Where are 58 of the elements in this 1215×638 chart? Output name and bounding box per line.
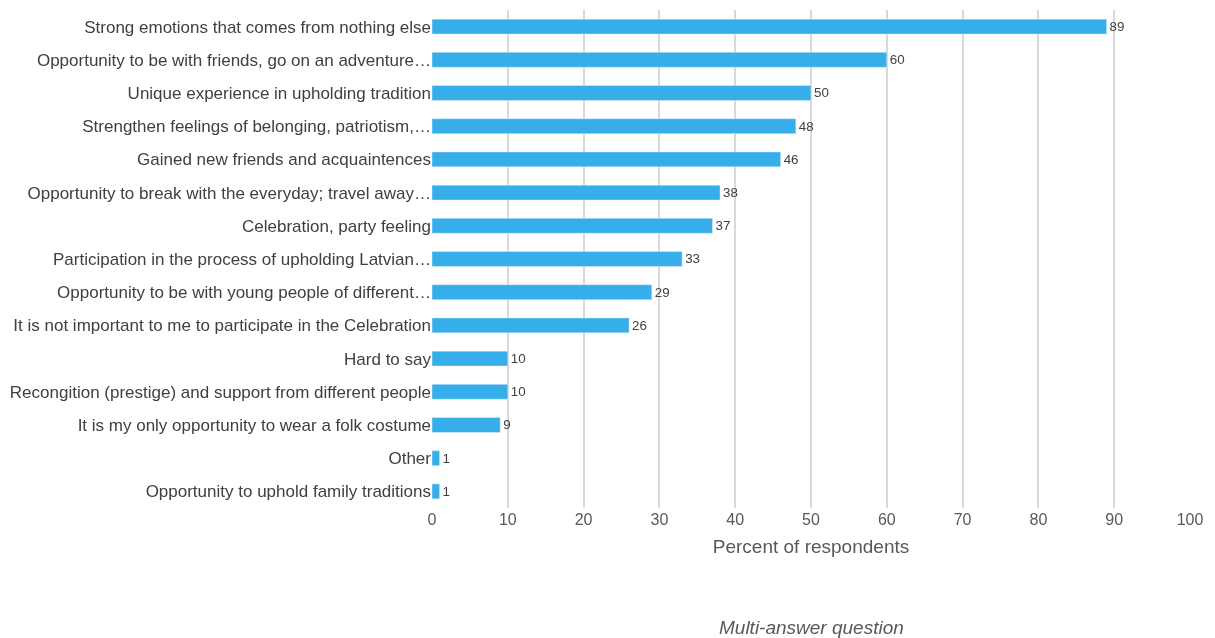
data-label: 10 [510, 350, 526, 366]
y-tick-label: Hard to say [344, 349, 432, 369]
y-tick-label: Opportunity to be with young people of different… [57, 283, 431, 303]
x-tick-label: 70 [953, 511, 972, 528]
x-tick-label: 0 [427, 511, 437, 528]
bar [432, 218, 713, 234]
data-label: 29 [654, 284, 670, 300]
bar [432, 251, 683, 267]
bar [432, 52, 888, 68]
bar [432, 417, 501, 433]
y-tick-label: Strong emotions that comes from nothing else [84, 17, 431, 37]
data-label: 1 [442, 450, 451, 466]
y-tick-label: Unique experience in upholding tradition [127, 83, 431, 103]
data-label: 38 [723, 184, 738, 200]
y-tick-label: Other [388, 449, 432, 469]
data-label: 60 [889, 52, 905, 68]
x-tick-label: 80 [1029, 511, 1048, 528]
bar [432, 350, 509, 367]
bar [432, 151, 781, 168]
data-label: 9 [503, 417, 511, 433]
y-tick-label: Recongition (prestige) and support from different people [9, 382, 431, 402]
y-tick-label: Opportunity to uphold family traditions [145, 482, 431, 502]
bar [432, 450, 440, 466]
y-tick-label: It is not important to me to participate in the Celebration [13, 316, 431, 336]
data-label: 33 [685, 251, 701, 267]
bar [432, 317, 630, 334]
text: Multi-answer question [719, 617, 904, 638]
x-tick-label: 30 [650, 511, 669, 528]
data-label: 46 [783, 151, 799, 167]
y-tick-label: Celebration, party feeling [241, 216, 431, 236]
data-label: 37 [715, 218, 731, 234]
x-tick-label: 60 [877, 511, 896, 528]
x-tick-label: 20 [574, 511, 593, 528]
bar [432, 284, 653, 300]
data-label: 89 [1109, 18, 1125, 34]
x-tick-label: 90 [1105, 511, 1124, 528]
y-tick-label: Participation in the process of upholding Latvian… [52, 249, 431, 269]
x-tick-label: 50 [802, 511, 820, 528]
bar [432, 184, 721, 201]
y-tick-label: Strengthen feelings of belonging, patriotism,… [82, 117, 431, 137]
bar [432, 118, 797, 134]
y-tick-label: Opportunity to be with friends, go on an adventure… [36, 50, 431, 70]
x-tick-label: 10 [498, 511, 517, 528]
bar [432, 483, 440, 500]
data-label: 48 [798, 118, 814, 134]
x-tick-label: 100 [1176, 511, 1204, 528]
x-tick-label: 40 [726, 511, 745, 528]
bar [432, 18, 1107, 35]
bar [432, 384, 509, 400]
data-label: 10 [510, 384, 526, 400]
y-tick-label: Opportunity to break with the everyday; travel away… [27, 183, 431, 203]
y-tick-label: It is my only opportunity to wear a folk costume [77, 415, 431, 435]
y-tick-label: Gained new friends and acquaintences [137, 150, 431, 170]
data-label: 26 [632, 317, 647, 333]
bar [432, 85, 812, 101]
data-label: 50 [814, 85, 829, 101]
data-label: 1 [442, 483, 451, 499]
x-axis-title: Percent of respondents [712, 535, 910, 557]
